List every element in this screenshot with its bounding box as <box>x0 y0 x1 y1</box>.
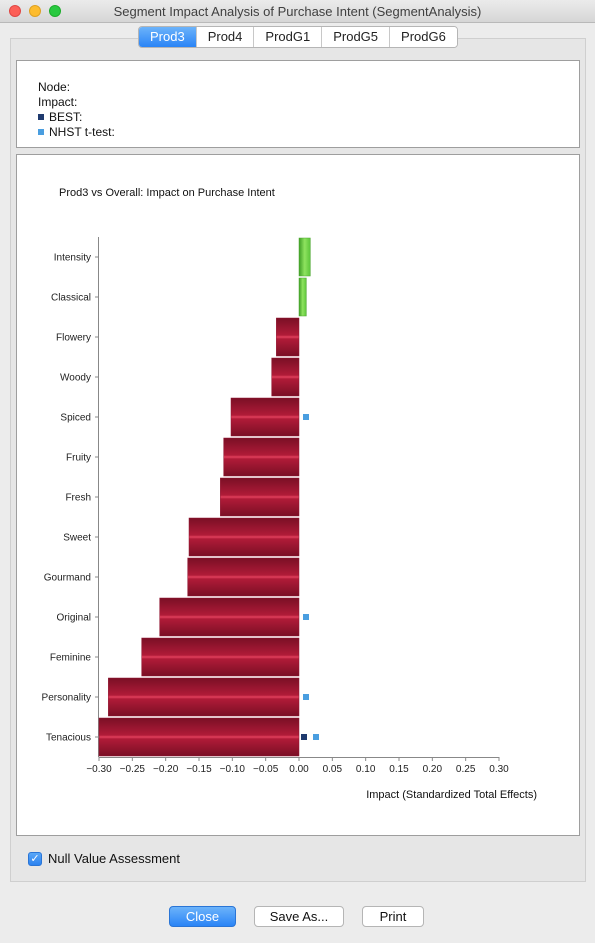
x-tick-label: −0.10 <box>220 764 246 775</box>
best-marker-tenacious <box>301 734 307 740</box>
impact-label: Impact: <box>38 95 78 109</box>
nhst-marker-tenacious <box>313 734 319 740</box>
impact-chart: Prod3 vs Overall: Impact on Purchase Int… <box>42 187 537 801</box>
bar-flowery <box>276 317 300 357</box>
x-tick-label: 0.00 <box>289 764 309 775</box>
x-tick-label: −0.15 <box>186 764 212 775</box>
tab-prodg5[interactable]: ProdG5 <box>321 27 390 47</box>
bar-intensity <box>298 237 311 277</box>
bar-feminine <box>141 637 300 677</box>
nhst-marker-original <box>303 614 309 620</box>
x-tick-label: 0.15 <box>389 764 409 775</box>
bar-fresh <box>220 477 300 517</box>
best-marker-icon <box>38 114 44 120</box>
y-tick-label: Original <box>57 613 91 624</box>
node-label: Node: <box>38 80 71 94</box>
y-tick-label: Fruity <box>66 453 91 464</box>
bar-personality <box>108 677 300 717</box>
y-tick-label: Fresh <box>65 493 91 504</box>
null-value-checkbox[interactable]: ✓ <box>28 851 42 866</box>
y-tick-label: Personality <box>42 693 91 704</box>
bar-fruity <box>223 437 300 477</box>
null-value-label: Null Value Assessment <box>48 851 180 866</box>
x-tick-label: −0.25 <box>120 764 146 775</box>
bar-gourmand <box>187 557 300 597</box>
tab-prodg6[interactable]: ProdG6 <box>389 27 457 47</box>
save-as-button[interactable]: Save As... <box>254 906 344 927</box>
bar-original <box>159 597 300 637</box>
minimize-window-icon[interactable] <box>29 5 41 17</box>
x-axis-label: Impact (Standardized Total Effects) <box>366 789 537 801</box>
close-button[interactable]: Close <box>169 906 236 927</box>
y-tick-label: Feminine <box>50 653 92 664</box>
tab-prod3[interactable]: Prod3 <box>139 27 196 47</box>
y-tick-label: Tenacious <box>46 733 91 744</box>
x-tick-label: −0.05 <box>253 764 279 775</box>
y-tick-label: Gourmand <box>44 573 91 584</box>
window-title: Segment Impact Analysis of Purchase Inte… <box>113 4 482 19</box>
segment-tabs: Prod3 Prod4 ProdG1 ProdG5 ProdG6 <box>138 26 458 48</box>
y-tick-label: Flowery <box>56 333 91 344</box>
bar-tenacious <box>98 717 300 757</box>
bar-classical <box>298 277 307 317</box>
bar-spiced <box>230 397 300 437</box>
null-value-row: ✓ Null Value Assessment <box>28 851 180 866</box>
chart-title: Prod3 vs Overall: Impact on Purchase Int… <box>59 187 275 199</box>
x-tick-label: 0.30 <box>489 764 509 775</box>
y-tick-label: Classical <box>51 293 91 304</box>
y-tick-label: Intensity <box>54 253 91 264</box>
x-tick-label: 0.05 <box>323 764 343 775</box>
nhst-marker-personality <box>303 694 309 700</box>
y-tick-label: Sweet <box>63 533 91 544</box>
title-bar: Segment Impact Analysis of Purchase Inte… <box>0 0 595 23</box>
y-tick-label: Woody <box>60 373 91 384</box>
best-legend: BEST: <box>38 110 82 124</box>
nhst-marker-icon <box>38 129 44 135</box>
x-tick-label: 0.25 <box>456 764 476 775</box>
best-label: BEST: <box>49 110 83 124</box>
print-button[interactable]: Print <box>362 906 424 927</box>
info-panel: Node: Impact: BEST: NHST t-test: <box>16 60 580 148</box>
tab-prodg1[interactable]: ProdG1 <box>253 27 322 47</box>
y-tick-label: Spiced <box>60 413 91 424</box>
tab-prod4[interactable]: Prod4 <box>195 27 254 47</box>
bar-woody <box>271 357 300 397</box>
x-tick-label: 0.10 <box>356 764 376 775</box>
close-window-icon[interactable] <box>9 5 21 17</box>
nhst-legend: NHST t-test: <box>38 125 115 139</box>
nhst-label: NHST t-test: <box>49 125 115 139</box>
x-tick-label: 0.20 <box>423 764 443 775</box>
bar-sweet <box>188 517 300 557</box>
x-tick-label: −0.30 <box>86 764 112 775</box>
maximize-window-icon[interactable] <box>49 5 61 17</box>
chart-panel: Prod3 vs Overall: Impact on Purchase Int… <box>16 154 580 836</box>
nhst-marker-spiced <box>303 414 309 420</box>
x-tick-label: −0.20 <box>153 764 179 775</box>
